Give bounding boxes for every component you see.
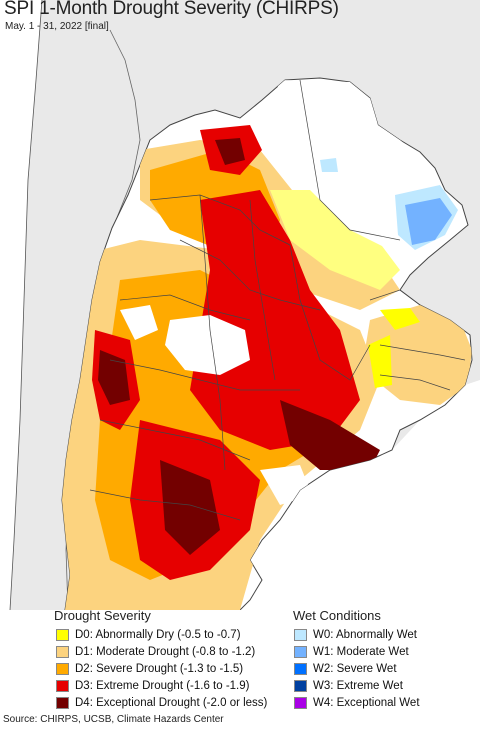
legend: Drought Severity Wet Conditions D0: Abno… [0, 608, 480, 710]
w0-patch-small [320, 158, 338, 172]
legend-item-d1: D1: Moderate Drought (-0.8 to -1.2) [56, 644, 255, 659]
legend-label: D4: Exceptional Drought (-2.0 or less) [75, 696, 268, 709]
legend-label: W3: Extreme Wet [313, 679, 403, 692]
legend-label: W2: Severe Wet [313, 662, 397, 675]
legend-label: D3: Extreme Drought (-1.6 to -1.9) [75, 679, 250, 692]
legend-swatch [56, 645, 69, 658]
drought-patches [62, 80, 472, 610]
d4-patch-east [280, 400, 380, 470]
d4-patch-west [98, 350, 130, 405]
chile-coast-line [9, 0, 43, 610]
legend-item-w3: W3: Extreme Wet [294, 678, 403, 693]
d0-patch-uruguay-west [368, 335, 392, 388]
w1-patch-east [405, 198, 452, 245]
drought-legend-title: Drought Severity [54, 608, 151, 623]
legend-swatch [294, 628, 307, 641]
normal-pocket-center [165, 315, 250, 375]
legend-swatch [56, 696, 69, 709]
source-credit: Source: CHIRPS, UCSB, Climate Hazards Ce… [3, 714, 224, 725]
legend-label: W4: Exceptional Wet [313, 696, 420, 709]
legend-label: W0: Abnormally Wet [313, 628, 417, 641]
legend-swatch [56, 679, 69, 692]
legend-label: D0: Abnormally Dry (-0.5 to -0.7) [75, 628, 241, 641]
wet-legend-title: Wet Conditions [293, 608, 381, 623]
atlantic-ocean [240, 380, 480, 610]
normal-pocket-northwest [120, 305, 158, 340]
map-title: SPI 1-Month Drought Severity (CHIRPS) [4, 0, 339, 19]
legend-item-d4: D4: Exceptional Drought (-2.0 or less) [56, 695, 267, 710]
map-subtitle: May. 1 - 31, 2022 [final] [5, 21, 109, 32]
d0-patch-uruguay-north [380, 308, 420, 330]
legend-item-w0: W0: Abnormally Wet [294, 627, 417, 642]
province-borders [89, 79, 466, 521]
legend-swatch [294, 662, 307, 675]
legend-swatch [294, 696, 307, 709]
legend-item-w2: W2: Severe Wet [294, 661, 397, 676]
legend-label: W1: Moderate Wet [313, 645, 409, 658]
pacific-ocean [0, 0, 42, 610]
legend-item-d0: D0: Abnormally Dry (-0.5 to -0.7) [56, 627, 241, 642]
d0-patch-north [270, 190, 400, 290]
drought-map [0, 0, 480, 610]
legend-swatch [294, 645, 307, 658]
d4-patch-north [215, 138, 245, 165]
legend-label: D1: Moderate Drought (-0.8 to -1.2) [75, 645, 256, 658]
legend-swatch [56, 662, 69, 675]
legend-item-w4: W4: Exceptional Wet [294, 695, 420, 710]
legend-item-w1: W1: Moderate Wet [294, 644, 409, 659]
legend-swatch [294, 679, 307, 692]
legend-item-d2: D2: Severe Drought (-1.3 to -1.5) [56, 661, 243, 676]
legend-label: D2: Severe Drought (-1.3 to -1.5) [75, 662, 244, 675]
legend-item-d3: D3: Extreme Drought (-1.6 to -1.9) [56, 678, 249, 693]
d3-patch-center [190, 190, 360, 450]
d4-patch-south [160, 460, 220, 555]
legend-swatch [56, 628, 69, 641]
